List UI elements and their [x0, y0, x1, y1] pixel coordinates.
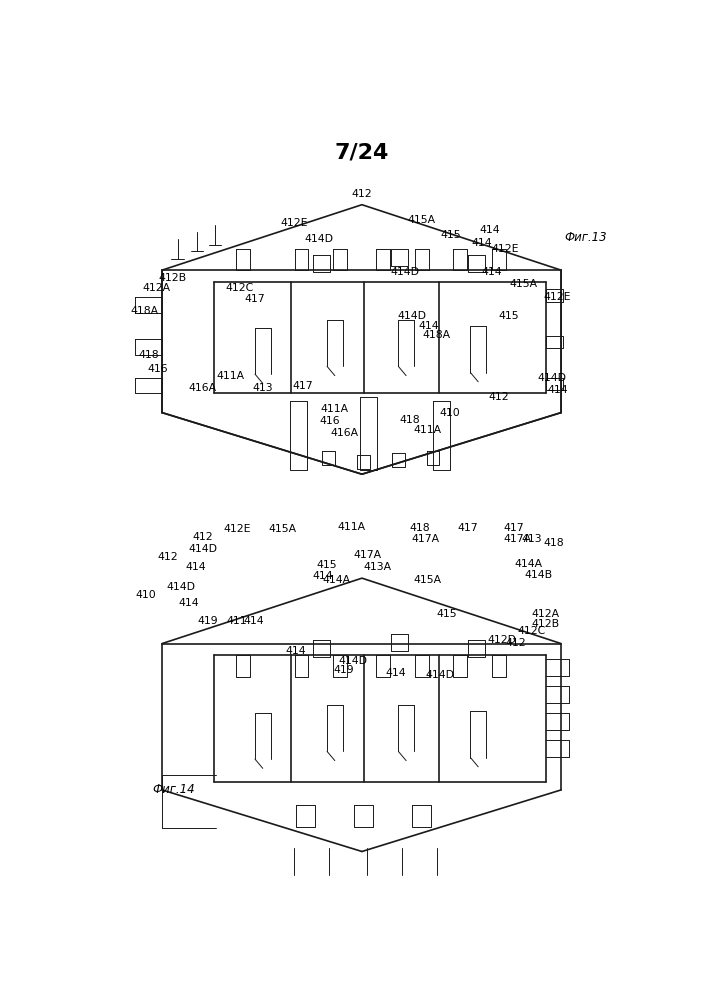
Text: 414: 414 — [472, 238, 492, 248]
Text: 417: 417 — [503, 523, 524, 533]
Text: 414D: 414D — [305, 234, 334, 244]
Text: 412B: 412B — [158, 273, 186, 283]
Text: 419: 419 — [197, 615, 218, 626]
Text: 415: 415 — [499, 311, 520, 321]
Text: 410: 410 — [135, 590, 156, 600]
Text: 414D: 414D — [167, 582, 196, 592]
Text: 418: 418 — [410, 523, 431, 533]
Text: 414: 414 — [313, 571, 334, 581]
Text: 419: 419 — [334, 665, 354, 675]
Text: 414D: 414D — [397, 311, 426, 321]
Text: 414: 414 — [386, 668, 407, 678]
Text: 414: 414 — [482, 267, 503, 277]
Text: 417A: 417A — [354, 550, 382, 560]
Text: 417A: 417A — [503, 534, 532, 544]
Text: 414: 414 — [479, 225, 500, 235]
Text: 414: 414 — [179, 598, 199, 608]
Text: 411A: 411A — [320, 404, 348, 414]
Text: 417A: 417A — [411, 534, 440, 544]
Text: 414A: 414A — [515, 559, 543, 569]
Text: 415: 415 — [317, 560, 337, 570]
Text: 414: 414 — [547, 385, 568, 395]
Text: 414D: 414D — [189, 544, 218, 554]
Text: 412A: 412A — [143, 283, 170, 293]
Text: 412D: 412D — [488, 635, 517, 645]
Text: 417: 417 — [458, 523, 479, 533]
Text: 416A: 416A — [188, 383, 216, 393]
Text: 414: 414 — [419, 321, 439, 331]
Text: 416: 416 — [148, 364, 168, 374]
Text: 412E: 412E — [491, 244, 519, 254]
Text: 414D: 414D — [338, 656, 367, 666]
Text: 412: 412 — [506, 638, 527, 648]
Text: 418A: 418A — [422, 330, 450, 340]
Text: 411: 411 — [226, 615, 247, 626]
Text: 417: 417 — [245, 294, 265, 304]
Text: 416: 416 — [320, 416, 341, 426]
Text: 414D: 414D — [537, 373, 566, 383]
Text: 414: 414 — [286, 646, 306, 656]
Text: 412B: 412B — [532, 619, 560, 629]
Text: 415: 415 — [436, 609, 457, 619]
Text: 411A: 411A — [413, 425, 441, 435]
Text: 415A: 415A — [268, 524, 296, 534]
Text: 414: 414 — [185, 562, 206, 572]
Text: 418: 418 — [544, 538, 564, 548]
Text: 413A: 413A — [363, 562, 392, 572]
Text: 418: 418 — [139, 350, 159, 360]
Text: 413: 413 — [252, 383, 273, 393]
Text: 412: 412 — [489, 392, 510, 402]
Text: 412A: 412A — [532, 609, 560, 619]
Text: 415A: 415A — [509, 279, 537, 289]
Text: 412E: 412E — [223, 524, 251, 534]
Text: Фиг.13: Фиг.13 — [564, 231, 607, 244]
Text: 415: 415 — [440, 231, 462, 240]
Text: 414: 414 — [243, 615, 264, 626]
Text: 412: 412 — [157, 552, 177, 562]
Text: 415A: 415A — [407, 215, 436, 225]
Text: 412: 412 — [193, 532, 214, 542]
Text: 414B: 414B — [525, 570, 553, 580]
Text: 414D: 414D — [390, 267, 419, 277]
Text: 416A: 416A — [330, 428, 358, 438]
Text: 411A: 411A — [338, 522, 366, 532]
Text: 414A: 414A — [322, 575, 351, 585]
Text: 412E: 412E — [280, 218, 308, 228]
Text: 7/24: 7/24 — [334, 142, 389, 162]
Text: 411A: 411A — [216, 371, 244, 381]
Text: 418A: 418A — [130, 306, 158, 316]
Text: Фиг.14: Фиг.14 — [152, 783, 194, 796]
Text: 413: 413 — [521, 534, 542, 544]
Text: 414D: 414D — [425, 670, 454, 680]
Text: 417: 417 — [292, 381, 312, 391]
Text: 412C: 412C — [226, 283, 254, 293]
Text: 412C: 412C — [518, 626, 546, 636]
Text: 412E: 412E — [544, 292, 571, 302]
Text: 415A: 415A — [413, 575, 441, 585]
Text: 410: 410 — [440, 408, 461, 418]
Text: 418: 418 — [399, 415, 421, 425]
Text: 412: 412 — [351, 189, 373, 199]
